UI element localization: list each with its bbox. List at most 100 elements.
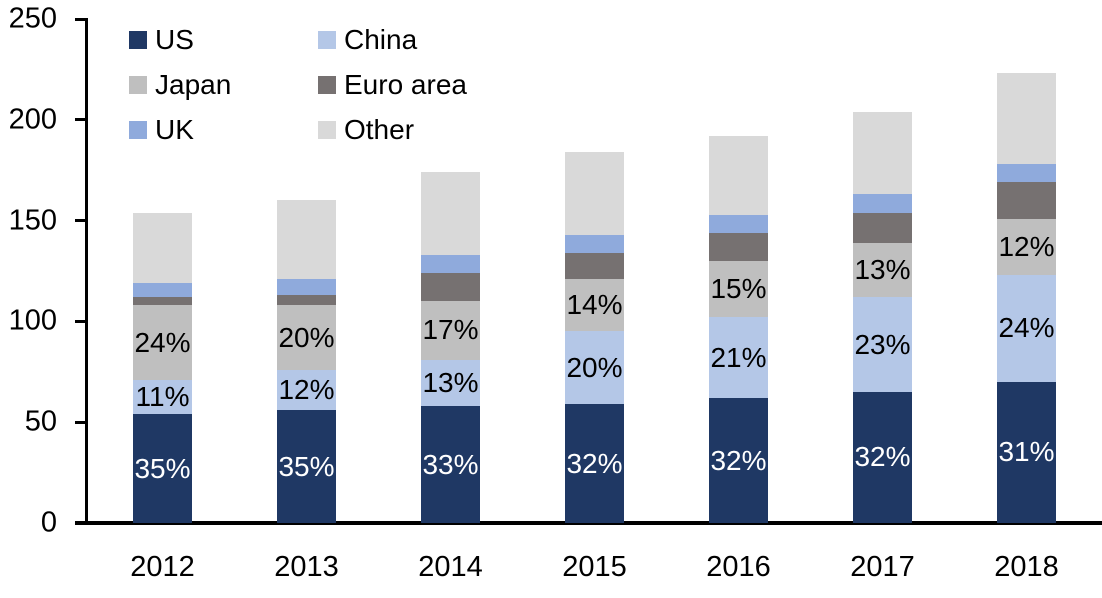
legend-swatch-china xyxy=(318,31,336,49)
legend-item-us: US xyxy=(129,24,194,55)
x-tick-label-2017: 2017 xyxy=(850,551,915,583)
y-tick-label-200: 200 xyxy=(8,103,57,136)
bar-segment-other-2012 xyxy=(133,212,192,284)
legend-swatch-us xyxy=(129,31,147,49)
segment-label-japan-2017: 13% xyxy=(854,253,911,285)
bar-segment-other-2017 xyxy=(853,111,912,195)
bar-segment-euro-area-2015 xyxy=(565,252,624,280)
legend-label-china: China xyxy=(344,24,418,55)
legend-label-japan: Japan xyxy=(155,69,232,100)
segment-label-japan-2013: 20% xyxy=(278,321,335,353)
segment-label-japan-2012: 24% xyxy=(134,326,191,358)
legend-label-us: US xyxy=(155,24,194,55)
bar-segment-us-2018 xyxy=(997,381,1056,523)
x-tick-label-2018: 2018 xyxy=(994,551,1059,583)
y-tick-label-250: 250 xyxy=(8,2,57,35)
y-axis-line xyxy=(85,18,88,524)
bar-segment-us-2014 xyxy=(421,406,480,523)
legend-item-uk: UK xyxy=(129,114,194,145)
y-tick-label-100: 100 xyxy=(8,304,57,337)
segment-label-china-2014: 13% xyxy=(422,366,479,398)
segment-label-us-2018: 31% xyxy=(998,436,1055,468)
bar-segment-euro-area-2018 xyxy=(997,182,1056,219)
bar-segment-other-2015 xyxy=(565,152,624,235)
bar-segment-us-2015 xyxy=(565,404,624,523)
bar-segment-euro-area-2016 xyxy=(709,232,768,261)
segment-label-us-2012: 35% xyxy=(134,452,191,484)
segment-label-us-2013: 35% xyxy=(278,450,335,482)
legend-item-euro-area: Euro area xyxy=(318,69,467,100)
segment-label-japan-2018: 12% xyxy=(998,230,1055,262)
legend-swatch-other xyxy=(318,121,336,139)
bar-segment-china-2014 xyxy=(421,359,480,407)
segment-label-us-2015: 32% xyxy=(566,447,623,479)
bar-segment-other-2018 xyxy=(997,73,1056,165)
segment-label-china-2018: 24% xyxy=(998,312,1055,344)
bar-segment-japan-2015 xyxy=(565,279,624,332)
bar-segment-japan-2016 xyxy=(709,260,768,318)
bar-segment-us-2012 xyxy=(133,414,192,523)
segment-label-us-2014: 33% xyxy=(422,448,479,480)
bar-segment-china-2012 xyxy=(133,379,192,415)
segment-label-china-2017: 23% xyxy=(854,328,911,360)
x-tick-label-2014: 2014 xyxy=(418,551,483,583)
bar-segment-other-2016 xyxy=(709,135,768,215)
bar-segment-japan-2018 xyxy=(997,218,1056,276)
x-tick-label-2015: 2015 xyxy=(562,551,627,583)
bar-segment-euro-area-2017 xyxy=(853,212,912,243)
bar-segment-japan-2017 xyxy=(853,242,912,298)
legend-item-other: Other xyxy=(318,114,415,145)
segment-label-china-2012: 11% xyxy=(135,381,190,412)
bar-segment-other-2013 xyxy=(277,200,336,280)
legend-label-uk: UK xyxy=(155,114,194,145)
legend-item-japan: Japan xyxy=(129,69,232,100)
bar-segment-china-2013 xyxy=(277,369,336,411)
y-tick-mark xyxy=(75,319,88,323)
segment-label-japan-2014: 17% xyxy=(422,314,479,346)
bar-segment-us-2017 xyxy=(853,391,912,523)
bar-segment-uk-2017 xyxy=(853,194,912,213)
bar-segment-uk-2018 xyxy=(997,164,1056,183)
bar-segment-japan-2014 xyxy=(421,301,480,360)
bar-segment-us-2013 xyxy=(277,410,336,523)
y-tick-label-150: 150 xyxy=(8,204,57,237)
bar-segment-uk-2015 xyxy=(565,234,624,253)
bar-segment-us-2016 xyxy=(709,398,768,523)
y-tick-mark xyxy=(75,118,88,122)
x-axis-line xyxy=(75,521,1102,525)
y-tick-mark xyxy=(75,219,88,223)
segment-label-china-2016: 21% xyxy=(710,341,767,373)
bar-segment-china-2018 xyxy=(997,275,1056,382)
legend-swatch-uk xyxy=(129,121,147,139)
x-tick-label-2016: 2016 xyxy=(706,551,771,583)
segment-label-japan-2016: 15% xyxy=(710,273,767,305)
bar-segment-euro-area-2013 xyxy=(277,295,336,306)
x-tick-label-2013: 2013 xyxy=(274,551,339,583)
y-tick-label-50: 50 xyxy=(24,405,57,438)
segment-label-china-2015: 20% xyxy=(566,351,623,383)
legend-swatch-euro-area xyxy=(318,76,336,94)
bar-segment-japan-2013 xyxy=(277,305,336,370)
legend-label-euro-area: Euro area xyxy=(344,69,467,100)
bar-segment-japan-2012 xyxy=(133,305,192,380)
bar-segment-uk-2012 xyxy=(133,283,192,298)
segment-label-japan-2015: 14% xyxy=(566,289,623,321)
legend-label-other: Other xyxy=(344,114,415,145)
y-tick-mark xyxy=(75,420,88,424)
bar-segment-china-2017 xyxy=(853,297,912,392)
segment-label-us-2016: 32% xyxy=(710,444,767,476)
bar-segment-china-2015 xyxy=(565,331,624,405)
segment-label-us-2017: 32% xyxy=(854,441,911,473)
legend-swatch-japan xyxy=(129,76,147,94)
bar-segment-euro-area-2012 xyxy=(133,297,192,306)
bar-segment-uk-2014 xyxy=(421,254,480,273)
y-tick-mark xyxy=(75,17,88,21)
bar-segment-other-2014 xyxy=(421,172,480,255)
x-tick-label-2012: 2012 xyxy=(130,551,195,583)
bar-segment-euro-area-2014 xyxy=(421,273,480,302)
bar-segment-uk-2016 xyxy=(709,214,768,233)
y-tick-label-0: 0 xyxy=(40,506,57,539)
bar-segment-uk-2013 xyxy=(277,279,336,296)
bar-segment-china-2016 xyxy=(709,317,768,398)
